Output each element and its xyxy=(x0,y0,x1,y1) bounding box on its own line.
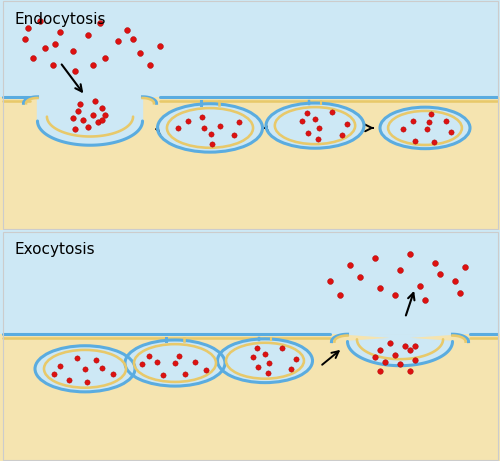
Bar xyxy=(0,97,500,231)
Circle shape xyxy=(126,341,224,385)
Polygon shape xyxy=(348,334,453,366)
Bar xyxy=(0,230,500,334)
Circle shape xyxy=(268,104,362,148)
Bar xyxy=(0,0,500,97)
Bar xyxy=(0,334,500,461)
Polygon shape xyxy=(38,97,142,145)
Text: Endocytosis: Endocytosis xyxy=(15,12,106,27)
Circle shape xyxy=(159,105,261,151)
Circle shape xyxy=(382,108,468,148)
Text: Exocytosis: Exocytosis xyxy=(15,242,96,257)
Circle shape xyxy=(36,347,134,391)
Circle shape xyxy=(219,339,311,382)
